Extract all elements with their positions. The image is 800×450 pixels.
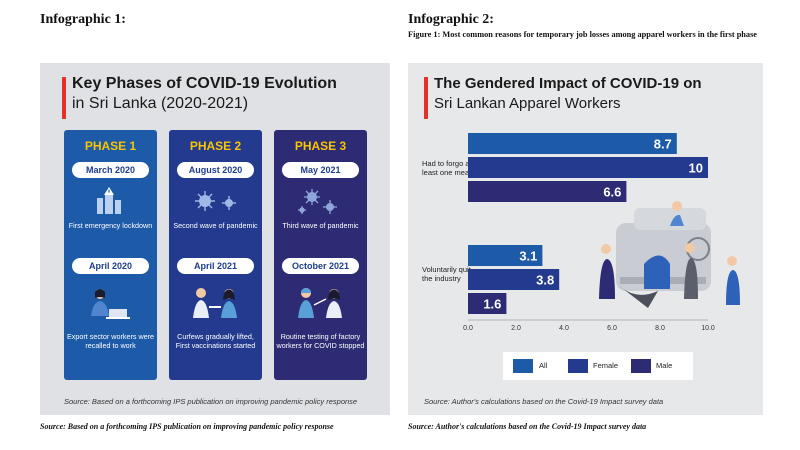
x-tick-label: 0.0 xyxy=(463,325,473,332)
category-label-quit: Voluntarily quit the industry xyxy=(422,265,471,283)
bar-chart: 8.7 10 6.6 3.1 3.8 1.6 0.0 2.0 4.0 6.0 8.0 10.0 xyxy=(463,133,740,332)
virus-icon xyxy=(195,191,236,211)
legend-swatch-female xyxy=(568,359,588,373)
infographic-2-heading: Infographic 2: xyxy=(408,12,494,27)
infographic-2-source: Source: Author's calculations based on t… xyxy=(424,397,664,406)
x-axis: 0.0 2.0 4.0 6.0 8.0 10.0 xyxy=(463,319,715,332)
legend-label-all: All xyxy=(539,361,548,370)
bar-value-label: 8.7 xyxy=(654,137,672,152)
x-tick-label: 2.0 xyxy=(511,325,521,332)
infographic-2-panel: The Gendered Impact of COVID-19 on Sri L… xyxy=(408,63,763,415)
phase-2-date-2: April 2021 xyxy=(177,258,254,274)
x-tick-label: 4.0 xyxy=(559,325,569,332)
phase-3-date-2: October 2021 xyxy=(282,258,359,274)
infographic-1-heading: Infographic 1: xyxy=(40,12,126,27)
bar-value-label: 3.1 xyxy=(519,249,537,264)
infographic-1-panel: Key Phases of COVID-19 Evolution in Sri … xyxy=(40,63,390,415)
phase-3-date-1: May 2021 xyxy=(282,162,359,178)
bars-group: 8.7 10 6.6 3.1 3.8 1.6 xyxy=(468,133,708,314)
infographic-1-subtitle: in Sri Lanka (2020-2021) xyxy=(72,95,249,112)
infographic-1-caption: Source: Based on a forthcoming IPS publi… xyxy=(40,422,334,431)
city-lockdown-icon xyxy=(97,187,121,214)
phase-3-label: PHASE 3 xyxy=(294,139,347,153)
bar-value-label: 1.6 xyxy=(483,297,501,312)
phase-3-description-1: Third wave of pandemic xyxy=(282,221,359,230)
phase-2-description-2: Curfews gradually lifted, First vaccinat… xyxy=(175,332,256,350)
figure-subtitle: Figure 1: Most common reasons for tempor… xyxy=(408,30,757,39)
phase-2-column: PHASE 2 August 2020 Second wave of pande… xyxy=(169,130,262,380)
infographic-2-title-line-2: Sri Lankan Apparel Workers xyxy=(434,95,621,112)
legend: All Female Male xyxy=(503,352,693,380)
sewing-illustration xyxy=(599,201,740,308)
bar-all-0 xyxy=(468,133,677,154)
phase-2-date-1: August 2020 xyxy=(177,162,254,178)
phase-2-label: PHASE 2 xyxy=(189,139,242,153)
bar-male-1 xyxy=(468,293,507,314)
phase-1-description-1: First emergency lockdown xyxy=(68,221,153,230)
phase-2-description-1: Second wave of pandemic xyxy=(173,221,258,230)
category-label-meals: Had to forgo at least one meal xyxy=(422,159,472,177)
x-tick-label: 8.0 xyxy=(655,325,665,332)
legend-label-male: Male xyxy=(656,361,673,370)
bar-all-1 xyxy=(468,245,543,266)
testing-icon xyxy=(298,288,342,318)
bar-value-label: 3.8 xyxy=(536,273,554,288)
phase-3-column: PHASE 3 May 2021 Third wave of pandemic … xyxy=(274,130,367,380)
bar-value-label: 10 xyxy=(689,161,703,176)
bar-female-0 xyxy=(468,157,708,178)
legend-swatch-all xyxy=(513,359,533,373)
x-tick-label: 10.0 xyxy=(701,325,715,332)
title-accent-bar-2 xyxy=(424,77,428,119)
phase-1-column: PHASE 1 March 2020 First emergency lockd… xyxy=(64,130,157,380)
virus-cluster-icon xyxy=(298,189,337,214)
infographic-1-source: Source: Based on a forthcoming IPS publi… xyxy=(64,397,358,406)
legend-swatch-male xyxy=(631,359,651,373)
infographic-2-title-line-1: The Gendered Impact of COVID-19 on xyxy=(434,75,702,92)
x-tick-label: 6.0 xyxy=(607,325,617,332)
phase-1-description-2: Export sector workers were recalled to w… xyxy=(66,332,155,350)
phase-1-date-2: April 2020 xyxy=(72,258,149,274)
infographic-1-title: Key Phases of COVID-19 Evolution xyxy=(72,75,337,92)
legend-label-female: Female xyxy=(593,361,619,370)
phase-1-date-1: March 2020 xyxy=(72,162,149,178)
bar-male-0 xyxy=(468,181,627,202)
phase-3-description-2: Routine testing of factory workers for C… xyxy=(276,332,365,350)
phase-1-label: PHASE 1 xyxy=(84,139,137,153)
remote-worker-icon xyxy=(91,289,130,319)
bar-female-1 xyxy=(468,269,560,290)
vaccination-icon xyxy=(193,288,237,318)
bar-value-label: 6.6 xyxy=(603,185,621,200)
title-accent-bar xyxy=(62,77,66,119)
infographic-2-caption: Source: Author's calculations based on t… xyxy=(408,422,647,431)
